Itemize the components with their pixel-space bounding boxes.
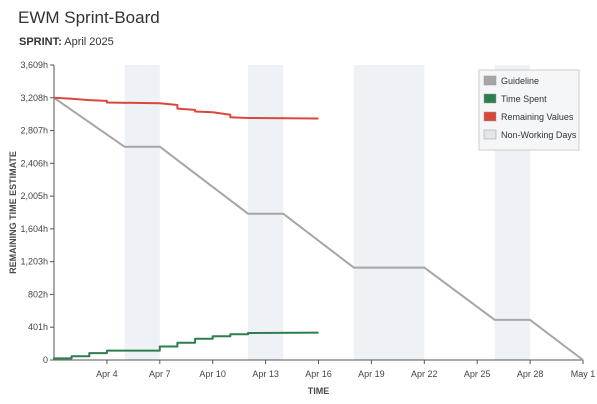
x-tick-label: Apr 4 [96, 369, 118, 379]
page-title: EWM Sprint-Board [18, 8, 160, 27]
non-working-band [124, 65, 160, 360]
x-tick-label: Apr 25 [464, 369, 491, 379]
x-axis-ticks: Apr 4 Apr 7 Apr 10 Apr 13 Apr 16 Apr 19 Apr 22… [96, 360, 595, 379]
legend-label: Remaining Values [501, 112, 574, 122]
sprint-label: SPRINT: [19, 36, 62, 48]
remaining-values-line [53, 96, 319, 120]
y-axis-title: REMAINING TIME ESTIMATE [8, 151, 18, 274]
x-tick-label: Apr 22 [411, 369, 438, 379]
non-working-band [247, 65, 284, 360]
legend-label: Time Spent [501, 94, 547, 104]
legend-label: Non-Working Days [501, 130, 577, 140]
sprint-info: SPRINT: April 2025 [19, 36, 114, 48]
non-working-band [353, 65, 425, 360]
sprint-value: April 2025 [64, 36, 114, 48]
remaining-values-swatch [483, 111, 497, 122]
chart-legend: Guideline Time Spent Remaining Values Non-W… [478, 69, 580, 151]
x-tick-label: May 1 [571, 369, 596, 379]
x-tick-label: Apr 16 [305, 369, 332, 379]
y-tick-label: 802h [28, 289, 48, 299]
x-tick-label: Apr 7 [149, 369, 171, 379]
x-tick-label: Apr 28 [517, 369, 544, 379]
x-tick-label: Apr 10 [199, 369, 226, 379]
y-tick-label: 2,807h [20, 126, 48, 136]
y-tick-label: 1,604h [20, 224, 48, 234]
y-tick-label: 2,005h [20, 191, 48, 201]
y-axis-ticks: 0 401h 802h 1,203h 1,604h 2,005h 2,406h 2,807h 3… [20, 60, 54, 365]
y-tick-label: 0 [43, 355, 48, 365]
y-tick-label: 401h [28, 322, 48, 332]
series-lines [53, 96, 584, 361]
guideline-line [53, 96, 584, 361]
non-working-bands [124, 65, 531, 360]
legend-label: Guideline [501, 76, 539, 86]
x-axis-title: TIME [308, 386, 330, 396]
y-tick-label: 3,609h [20, 60, 48, 70]
guideline-swatch [483, 75, 497, 86]
time-spent-swatch [483, 93, 497, 104]
x-tick-label: Apr 13 [252, 369, 279, 379]
x-tick-label: Apr 19 [358, 369, 385, 379]
non-working-swatch [483, 129, 497, 140]
y-tick-label: 2,406h [20, 158, 48, 168]
y-tick-label: 3,208h [20, 93, 48, 103]
y-tick-label: 1,203h [20, 257, 48, 267]
time-spent-line [53, 331, 319, 360]
